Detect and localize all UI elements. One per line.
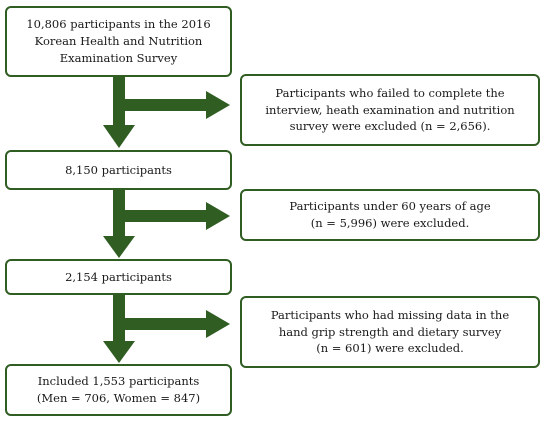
arrow-down-2 (103, 190, 135, 258)
step-2-line-1: 8,150 participants (65, 162, 172, 177)
exclusion-3-line-2: hand grip strength and dietary survey (278, 324, 502, 339)
arrow-down-3 (103, 295, 135, 363)
exclusion-3-line-1: Participants who had missing data in the (270, 307, 510, 322)
step-box-8150: 8,150 participants (5, 150, 232, 190)
exclusion-2-line-2: (n = 5,996) were excluded. (310, 216, 470, 230)
exclusion-1-line-3: survey were excluded (n = 2,656). (289, 119, 491, 134)
exclusion-2-line-1: Participants under 60 years of age (289, 199, 491, 214)
exclusion-box-missing-data: Participants who had missing data in the… (240, 296, 540, 368)
step-1-line-2: Korean Health and Nutrition (34, 34, 203, 49)
exclusion-box-incomplete-survey: Participants who failed to complete the … (240, 74, 540, 146)
exclusion-1-line-1: Participants who failed to complete the (275, 85, 505, 100)
step-box-initial: 10,806 participants in the 2016 Korean H… (5, 6, 232, 77)
step-3-line-1: 2,154 participants (65, 269, 172, 284)
step-box-2154: 2,154 participants (5, 259, 232, 295)
step-1-line-1: 10,806 participants in the 2016 (26, 17, 211, 32)
arrow-right-1 (125, 91, 230, 119)
step-4-line-1: Included 1,553 participants (37, 374, 200, 389)
arrow-right-3 (125, 310, 230, 338)
arrow-right-2 (125, 202, 230, 230)
step-4-line-2: (Men = 706, Women = 847) (36, 391, 201, 405)
step-box-included: Included 1,553 participants (Men = 706, … (5, 364, 232, 416)
exclusion-3-line-3: (n = 601) were excluded. (316, 341, 464, 356)
exclusion-1-line-2: interview, heath examination and nutriti… (265, 102, 515, 117)
arrow-down-1 (103, 77, 135, 148)
exclusion-box-under-60: Participants under 60 years of age (n = … (240, 189, 540, 241)
step-1-line-3: Examination Survey (59, 50, 178, 65)
